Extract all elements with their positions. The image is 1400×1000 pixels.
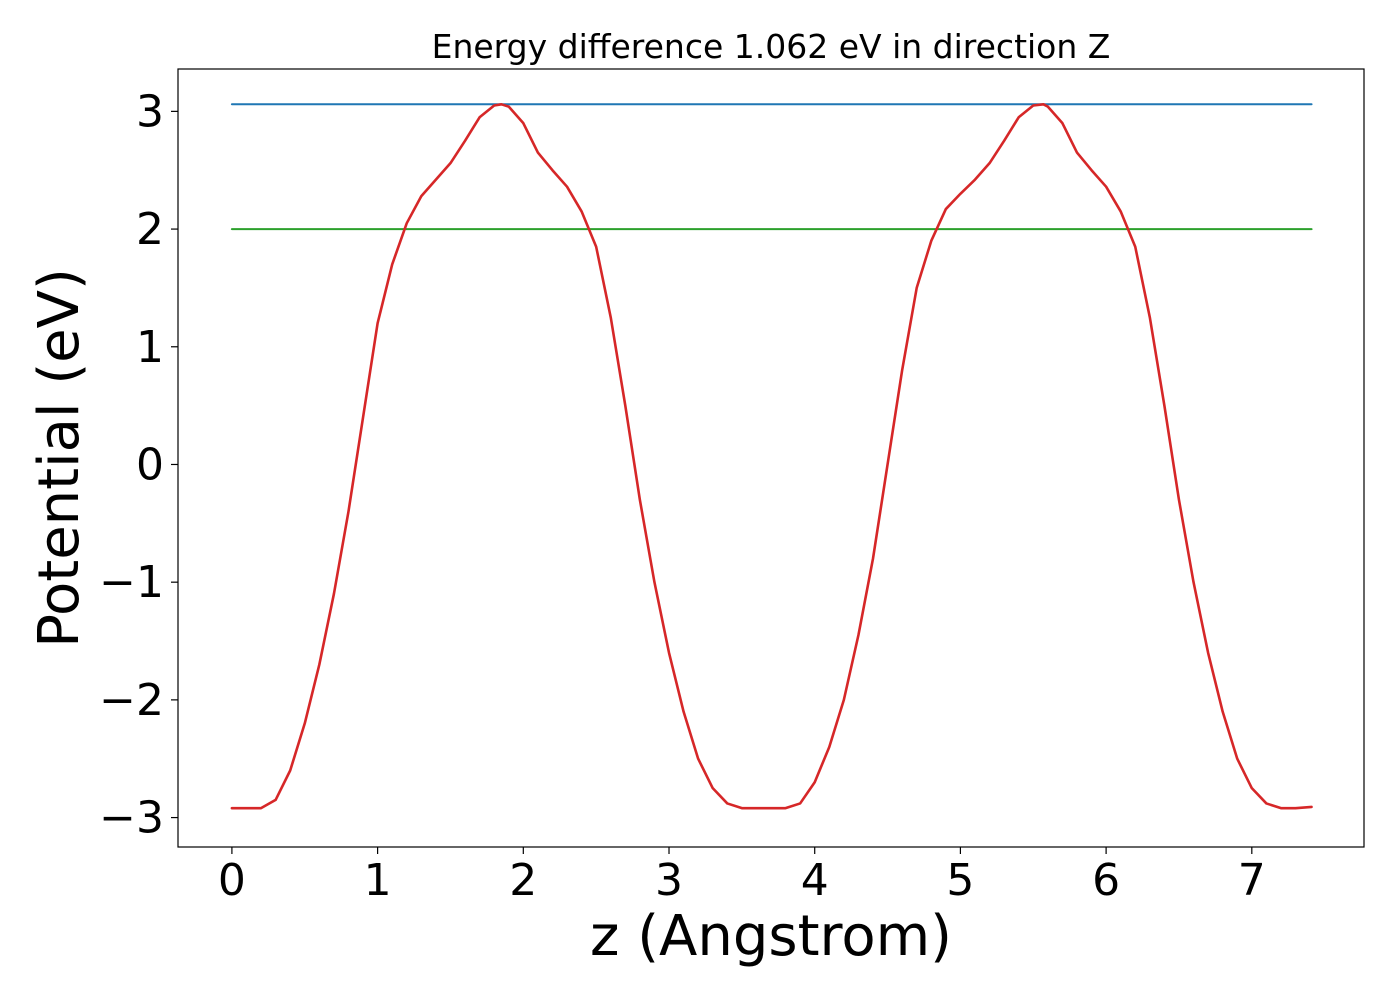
- x-axis-label: z (Angstrom): [590, 904, 952, 969]
- plot-frame: [177, 68, 1365, 848]
- y-tick-label: 2: [136, 204, 164, 255]
- series-layer: [230, 103, 1313, 810]
- x-tick-label: 5: [946, 855, 974, 906]
- x-tick-label: 0: [218, 855, 246, 906]
- x-tick-label: 7: [1238, 855, 1266, 906]
- x-tick-label: 4: [801, 855, 829, 906]
- chart-title: Energy difference 1.062 eV in direction …: [432, 27, 1111, 66]
- x-tick-label: 2: [509, 855, 537, 906]
- potential-curve: [230, 103, 1313, 810]
- x-tick-label: 1: [364, 855, 392, 906]
- y-axis-label: Potential (eV): [27, 268, 92, 648]
- y-tick-label: −3: [99, 793, 164, 844]
- y-tick-label: −1: [99, 557, 164, 608]
- y-tick-label: 0: [136, 439, 164, 490]
- y-tick-label: −2: [99, 675, 164, 726]
- y-tick-label: 1: [136, 322, 164, 373]
- x-tick-label: 3: [655, 855, 683, 906]
- ticks-layer: 0 1 2 3 4 5 6 7 −3 −2 −1 0 1 2 3: [99, 86, 1266, 906]
- x-tick-label: 6: [1092, 855, 1120, 906]
- y-tick-label: 3: [136, 86, 164, 137]
